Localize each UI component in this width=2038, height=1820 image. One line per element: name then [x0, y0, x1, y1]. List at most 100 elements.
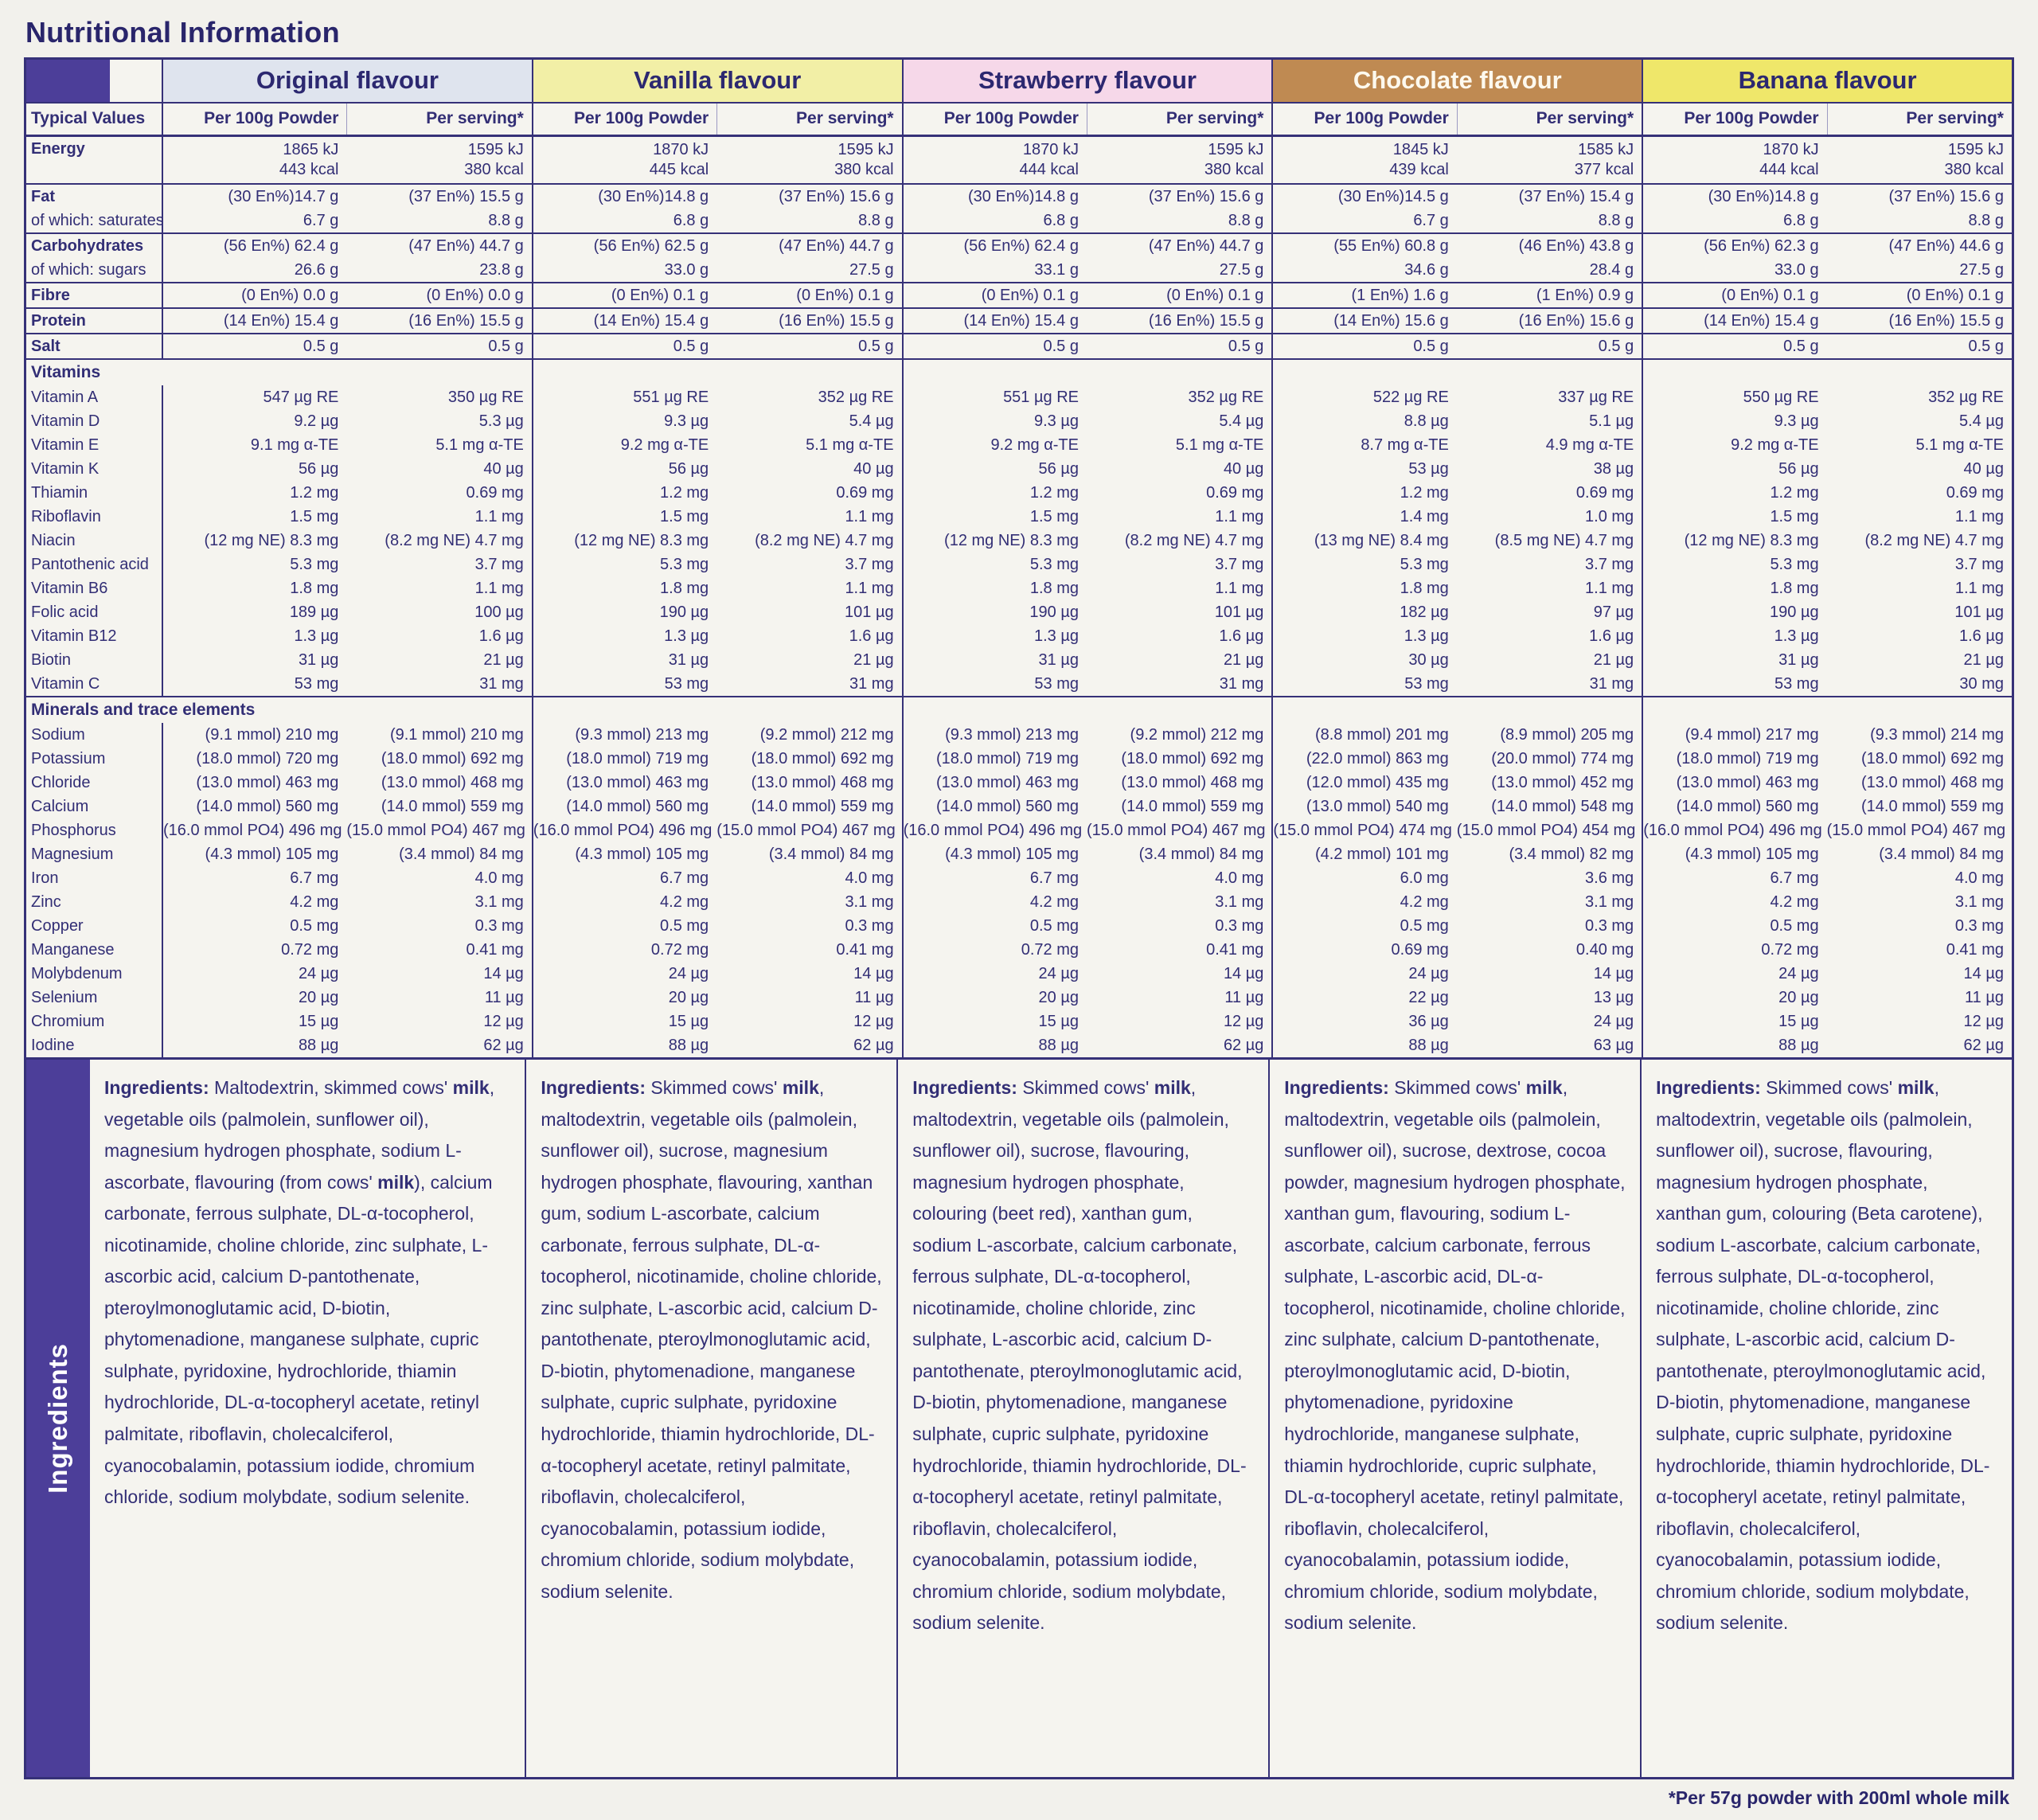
- section-empty-cell: [901, 697, 1272, 723]
- nutrient-value: 14 µg: [853, 965, 894, 982]
- nutrient-value: 0.41 mg: [836, 941, 894, 959]
- nutrient-value: 12 µg: [1963, 1013, 2004, 1030]
- nutrient-row: Vitamin B6 1.8 mg 1.1 mg 1.8 mg 1.1 mg 1.8 mg…: [26, 576, 2012, 600]
- nutrient-value: (1 En%) 1.6 g: [1271, 283, 1456, 307]
- nutrient-value: 5.1 µg: [1589, 412, 1634, 430]
- nutrient-value: (15.0 mmol PO4) 467 mg: [1086, 822, 1266, 839]
- nutrient-value: 5.3 mg: [1271, 553, 1456, 576]
- nutrient-label: Carbohydrates: [31, 237, 144, 255]
- flavour-header: Banana flavour: [1642, 60, 2012, 102]
- nutrition-sheet: Original flavour Vanilla flavour Strawberr…: [24, 57, 2014, 1779]
- nutrient-value: (16.0 mmol PO4) 496 mg: [162, 818, 346, 842]
- nutrient-value: 1.6 µg: [478, 627, 524, 645]
- nutrient-value: 0.69 mg: [1946, 484, 2004, 502]
- nutrient-value: (13.0 mmol) 463 mg: [901, 771, 1087, 795]
- nutrient-value: 547 µg RE: [162, 385, 346, 409]
- flavour-header-row: Original flavour Vanilla flavour Strawberr…: [26, 60, 2012, 103]
- nutrient-value: (20.0 mmol) 774 mg: [1491, 750, 1634, 767]
- nutrient-value: 1.6 µg: [1219, 627, 1264, 645]
- nutrient-label: Calcium: [31, 798, 89, 815]
- nutrient-label: Vitamin D: [31, 412, 100, 430]
- nutrient-value: 27.5 g: [849, 261, 894, 279]
- nutrient-value: 1.2 mg: [901, 481, 1087, 505]
- nutrient-value: 40 µg: [483, 460, 524, 478]
- nutrient-label: Sodium: [31, 726, 85, 744]
- nutrient-value: 1.1 mg: [1215, 508, 1264, 525]
- section-label: Minerals and trace elements: [31, 701, 256, 719]
- nutrient-label: Chromium: [31, 1013, 105, 1030]
- nutrient-value: (8.8 mmol) 201 mg: [1271, 723, 1456, 747]
- per-serving-header: Per serving*: [346, 103, 531, 135]
- nutrient-value: 1.6 µg: [849, 627, 894, 645]
- nutrient-value: 24 µg: [531, 962, 716, 986]
- nutrient-label: Fat: [31, 188, 55, 205]
- nutrient-value: 1.6 µg: [1589, 627, 1634, 645]
- nutrient-value: (8.2 mg NE) 4.7 mg: [755, 532, 894, 549]
- nutrient-value: (1 En%) 0.9 g: [1536, 287, 1634, 304]
- ingredients-column: Ingredients: Maltodextrin, skimmed cows'…: [90, 1060, 525, 1777]
- nutrient-value: 53 mg: [901, 672, 1087, 696]
- nutrient-value: 4.2 mg: [901, 890, 1087, 914]
- nutrient-value: (3.4 mmol) 84 mg: [1138, 846, 1264, 863]
- nutrient-label: Vitamin A: [31, 389, 99, 406]
- nutrient-value: 6.7 mg: [1642, 866, 1826, 890]
- nutrient-value: 5.3 mg: [531, 553, 716, 576]
- nutrient-row: Selenium 20 µg 11 µg 20 µg 11 µg 20 µg 11 µg 22…: [26, 986, 2012, 1010]
- table-corner-cell: [26, 60, 162, 102]
- nutrient-value: (13.0 mmol) 463 mg: [1642, 771, 1826, 795]
- nutrient-value: 56 µg: [1642, 457, 1826, 481]
- nutrient-value: 8.8 g: [1598, 212, 1634, 229]
- nutrient-value: 9.2 µg: [162, 409, 346, 433]
- nutrient-value: 1870 kJ 445 kcal: [531, 137, 716, 183]
- nutrient-value: 1.1 mg: [1954, 580, 2004, 597]
- nutrient-value: 6.8 g: [531, 209, 716, 232]
- nutrient-label: of which: saturates: [31, 212, 164, 229]
- nutrient-value: 1.8 mg: [531, 576, 716, 600]
- nutrient-value: 1.8 mg: [1271, 576, 1456, 600]
- nutrient-value: (12.0 mmol) 435 mg: [1271, 771, 1456, 795]
- nutrient-value: 4.0 mg: [845, 869, 894, 887]
- nutrient-value: 62 µg: [853, 1037, 894, 1054]
- nutrient-value: 6.7 g: [162, 209, 346, 232]
- nutrient-value: 27.5 g: [1959, 261, 2004, 279]
- nutrient-value: 101 µg: [1214, 603, 1264, 621]
- nutrient-value: 0.5 g: [1968, 338, 2004, 355]
- nutrient-value: (12 mg NE) 8.3 mg: [1642, 529, 1826, 553]
- nutrient-value: 5.4 µg: [1219, 412, 1264, 430]
- nutrient-value: 31 mg: [849, 675, 894, 693]
- nutrient-value: 28.4 g: [1589, 261, 1634, 279]
- nutrient-value: 13 µg: [1593, 989, 1634, 1006]
- nutrient-value: 31 µg: [162, 648, 346, 672]
- nutrient-row: Energy 1865 kJ 443 kcal 1595 kJ 380 kcal 1870…: [26, 137, 2012, 185]
- nutrient-value: (3.4 mmol) 84 mg: [768, 846, 894, 863]
- ingredients-column: Ingredients: Skimmed cows' milk, maltode…: [1268, 1060, 1640, 1777]
- nutrient-value: 1.8 mg: [1642, 576, 1826, 600]
- per-serving-header: Per serving*: [1456, 103, 1642, 135]
- nutrient-value: 3.7 mg: [845, 556, 894, 573]
- nutrient-value: 0.5 mg: [1271, 914, 1456, 938]
- nutrient-value: 1845 kJ 439 kcal: [1271, 137, 1456, 183]
- nutrient-value: 33.0 g: [1642, 258, 1826, 282]
- nutrient-value: 1.5 mg: [901, 505, 1087, 529]
- nutrient-row: Vitamin A 547 µg RE 350 µg RE 551 µg RE 352 …: [26, 385, 2012, 409]
- nutrient-value: (8.9 mmol) 205 mg: [1500, 726, 1634, 744]
- nutrient-value: (13.0 mmol) 463 mg: [162, 771, 346, 795]
- nutrient-value: (13.0 mmol) 463 mg: [531, 771, 716, 795]
- nutrient-value: 53 mg: [531, 672, 716, 696]
- nutrient-value: 31 µg: [1642, 648, 1826, 672]
- nutrient-value: 0.5 g: [901, 334, 1087, 358]
- nutrient-value: 0.69 mg: [836, 484, 894, 502]
- nutrient-value: 30 µg: [1271, 648, 1456, 672]
- nutrient-value: 31 mg: [1589, 675, 1634, 693]
- nutrient-value: 1595 kJ 380 kcal: [1204, 141, 1264, 178]
- nutrient-value: 14 µg: [483, 965, 524, 982]
- nutrient-value: 0.72 mg: [901, 938, 1087, 962]
- nutrient-value: 88 µg: [1642, 1033, 1826, 1057]
- nutrient-value: 62 µg: [1223, 1037, 1264, 1054]
- nutrient-value: 5.1 mg α-TE: [435, 436, 524, 454]
- nutrient-value: 0.69 mg: [1206, 484, 1264, 502]
- nutrient-value: 1.1 mg: [474, 508, 524, 525]
- nutrient-row: Pantothenic acid 5.3 mg 3.7 mg 5.3 mg 3.7 mg…: [26, 553, 2012, 576]
